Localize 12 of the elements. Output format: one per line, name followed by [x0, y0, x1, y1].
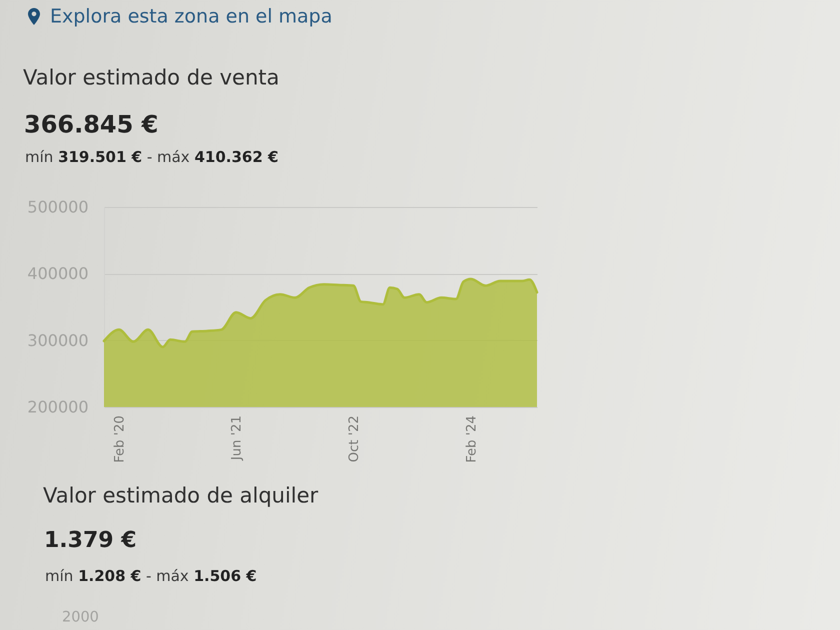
x-tick-label: Feb '20	[112, 416, 128, 463]
text: mín 319.501 € - máx 410.362 €	[25, 148, 278, 166]
x-tick-label: Feb '24	[464, 416, 480, 463]
x-tick-label: Oct '22	[346, 416, 362, 462]
chart-title: Valor estimado de venta	[23, 65, 280, 91]
text: 2000	[62, 609, 99, 627]
text: mín 1.208 € - máx 1.506 €	[45, 567, 257, 585]
text: 1.379 €	[44, 528, 137, 554]
text: Valor estimado de alquiler	[43, 483, 318, 509]
x-tick-label: Jun '21	[230, 416, 245, 462]
chart-subtitle: 366.845 €	[24, 110, 158, 140]
text: Explora esta zona en el mapa	[50, 6, 332, 28]
